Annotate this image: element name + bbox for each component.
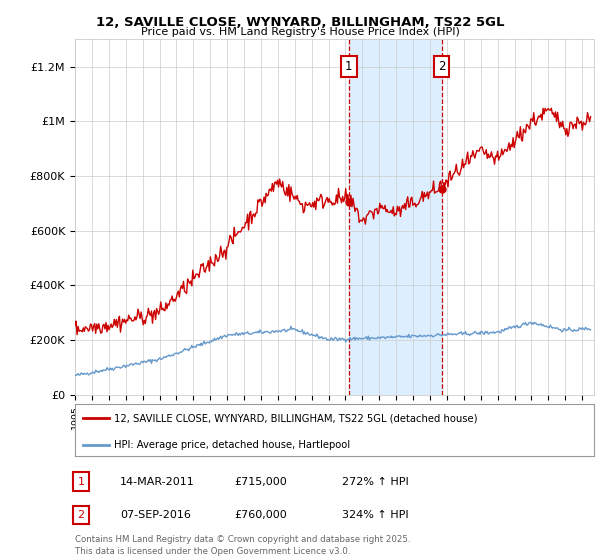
Text: 1: 1 <box>345 60 353 73</box>
Text: HPI: Average price, detached house, Hartlepool: HPI: Average price, detached house, Hart… <box>114 440 350 450</box>
Text: Price paid vs. HM Land Registry's House Price Index (HPI): Price paid vs. HM Land Registry's House … <box>140 27 460 38</box>
Text: £715,000: £715,000 <box>234 477 287 487</box>
Text: 12, SAVILLE CLOSE, WYNYARD, BILLINGHAM, TS22 5GL (detached house): 12, SAVILLE CLOSE, WYNYARD, BILLINGHAM, … <box>114 413 478 423</box>
Text: 12, SAVILLE CLOSE, WYNYARD, BILLINGHAM, TS22 5GL: 12, SAVILLE CLOSE, WYNYARD, BILLINGHAM, … <box>96 16 504 29</box>
Text: 1: 1 <box>77 477 85 487</box>
Text: 272% ↑ HPI: 272% ↑ HPI <box>342 477 409 487</box>
Text: Contains HM Land Registry data © Crown copyright and database right 2025.
This d: Contains HM Land Registry data © Crown c… <box>75 535 410 556</box>
Text: 324% ↑ HPI: 324% ↑ HPI <box>342 510 409 520</box>
Text: 14-MAR-2011: 14-MAR-2011 <box>120 477 195 487</box>
Text: 2: 2 <box>77 510 85 520</box>
Text: £760,000: £760,000 <box>234 510 287 520</box>
Bar <box>349 39 442 395</box>
Text: 2: 2 <box>438 60 445 73</box>
Text: 07-SEP-2016: 07-SEP-2016 <box>120 510 191 520</box>
